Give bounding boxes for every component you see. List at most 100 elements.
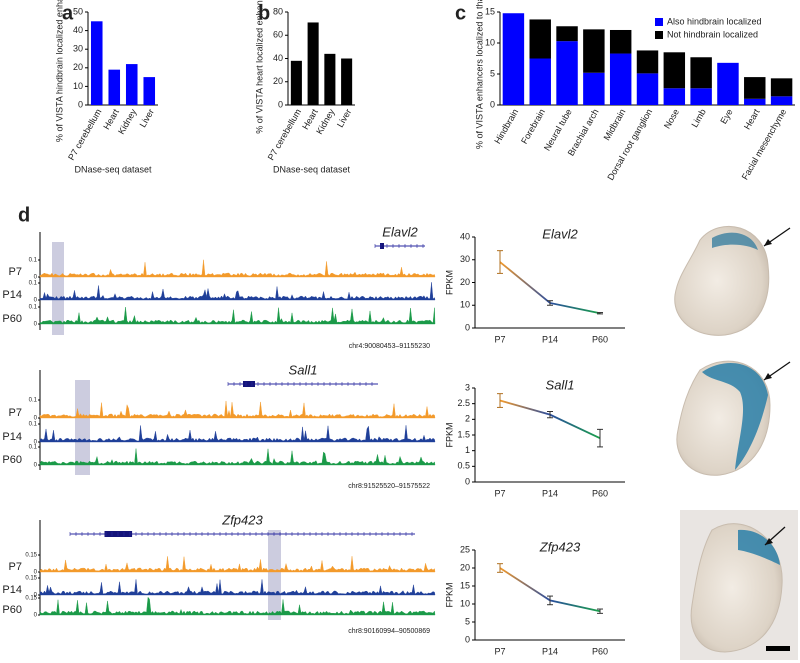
y-tick-label: 0 <box>34 416 38 422</box>
x-tick-label: Hindbrain <box>492 107 520 145</box>
signal <box>39 307 436 325</box>
x-tick-label: P7 <box>494 334 505 344</box>
y-tick-label: 0 <box>34 298 38 304</box>
y-tick-label: 40 <box>273 53 283 63</box>
bar-segment <box>663 88 686 105</box>
bar-segment <box>583 29 605 73</box>
y-tick-label: 3 <box>465 382 470 392</box>
y-tick-label: 0.1 <box>29 305 38 311</box>
y-tick-label: 0 <box>278 99 283 109</box>
signal <box>39 448 436 466</box>
bar-segment <box>502 13 525 106</box>
track-label: P14 <box>2 289 22 301</box>
y-tick-label: 0.1 <box>29 445 38 451</box>
bar-segment <box>636 73 659 105</box>
y-axis-label: % of VISTA heart localized enhancers <box>254 0 264 134</box>
track-label: P14 <box>2 584 22 596</box>
y-tick-label: 0 <box>34 463 38 469</box>
y-tick-label: 30 <box>460 254 470 264</box>
y-axis-label: FPKM <box>444 582 454 607</box>
legend-label: Not hindbrain localized <box>667 29 758 39</box>
y-tick-label: 10 <box>460 598 470 608</box>
track-label: P7 <box>9 561 22 573</box>
y-tick-label: 10 <box>485 37 495 47</box>
y-tick-label: 0.1 <box>29 422 38 428</box>
x-tick-label: P7 <box>494 488 505 498</box>
y-tick-label: 80 <box>273 6 283 16</box>
bar <box>324 53 336 105</box>
x-tick-label: P60 <box>592 646 608 656</box>
bar-segment <box>556 26 578 42</box>
y-tick-label: 0.15 <box>25 596 37 602</box>
y-tick-label: 0.1 <box>29 398 38 404</box>
bar <box>108 69 121 105</box>
y-tick-label: 0.15 <box>25 576 37 582</box>
bar <box>341 58 353 105</box>
x-axis-label: DNase-seq dataset <box>273 164 351 174</box>
signal <box>39 579 436 596</box>
y-tick-label: 0.15 <box>25 553 37 559</box>
y-tick-label: 40 <box>460 231 470 241</box>
y-tick-label: 20 <box>273 76 283 86</box>
y-axis-label: FPKM <box>444 422 454 447</box>
y-tick-label: 50 <box>73 6 83 16</box>
x-tick-label: Eye <box>718 107 734 125</box>
x-tick-label: Nose <box>662 107 681 130</box>
signal <box>39 282 436 301</box>
y-tick-label: 30 <box>73 44 83 54</box>
y-tick-label: 2.5 <box>457 398 470 408</box>
error-bar <box>547 300 553 306</box>
region-label: chr8:90160994–90500869 <box>348 628 430 635</box>
gene-exon <box>104 531 133 537</box>
gene-name: Zfp423 <box>221 512 263 527</box>
bar-segment <box>770 78 793 97</box>
signal <box>39 596 436 616</box>
x-tick-label: Limb <box>690 107 708 129</box>
error-bar <box>497 250 503 274</box>
x-tick-label: P14 <box>542 334 558 344</box>
track-label: P60 <box>2 454 22 466</box>
y-tick-label: 25 <box>460 544 470 554</box>
x-tick-label: P7 cerebellum <box>266 107 303 162</box>
bar-segment <box>609 53 632 105</box>
line <box>499 399 601 439</box>
y-tick-label: 15 <box>485 6 495 16</box>
bar <box>307 22 319 105</box>
error-bar <box>497 563 503 573</box>
x-tick-label: P60 <box>592 488 608 498</box>
y-tick-label: 0 <box>490 99 495 109</box>
bar-segment <box>583 72 605 105</box>
y-tick-label: 0 <box>34 570 38 576</box>
chart-title: Sall1 <box>546 377 575 392</box>
y-tick-label: 20 <box>460 562 470 572</box>
chart-title: Zfp423 <box>539 539 581 554</box>
x-tick-label: P60 <box>592 334 608 344</box>
gene-exon <box>380 243 384 249</box>
track-label: P7 <box>9 266 22 278</box>
bar <box>125 64 138 105</box>
error-bar <box>597 608 603 614</box>
error-bar <box>597 428 603 448</box>
bar-segment <box>770 96 793 105</box>
signal <box>39 556 436 573</box>
y-tick-label: 0 <box>34 593 38 599</box>
x-tick-label: Liver <box>335 107 353 129</box>
y-tick-label: 0 <box>34 440 38 446</box>
y-tick-label: 0.1 <box>29 258 38 264</box>
bar <box>143 77 156 105</box>
panel-label: b <box>258 2 270 24</box>
highlight <box>75 380 90 475</box>
x-tick-label: P7 cerebellum <box>66 107 103 162</box>
y-tick-label: 0 <box>34 613 38 619</box>
x-tick-label: Heart <box>742 107 762 131</box>
y-tick-label: 0 <box>78 99 83 109</box>
x-tick-label: P7 <box>494 646 505 656</box>
track-label: P14 <box>2 431 22 443</box>
legend-swatch <box>655 31 663 39</box>
x-axis-label: DNase-seq dataset <box>74 164 152 174</box>
x-tick-label: Kidney <box>116 107 139 136</box>
error-bar <box>497 393 503 408</box>
y-tick-label: 0.5 <box>457 461 470 471</box>
bar-segment <box>529 19 551 59</box>
x-tick-label: P14 <box>542 646 558 656</box>
